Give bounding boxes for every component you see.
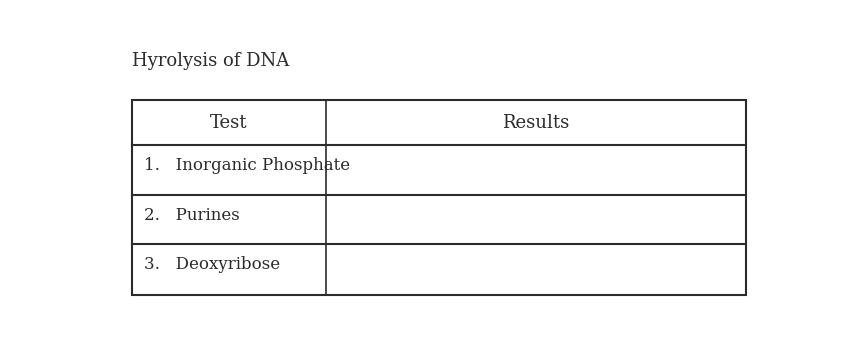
Text: 1.   Inorganic Phosphate: 1. Inorganic Phosphate — [144, 157, 351, 174]
Text: 3.   Deoxyribose: 3. Deoxyribose — [144, 256, 280, 273]
Text: Results: Results — [502, 114, 570, 132]
Text: 2.   Purines: 2. Purines — [144, 207, 240, 224]
Text: Test: Test — [210, 114, 248, 132]
Bar — [132, 100, 746, 295]
Text: Hyrolysis of DNA: Hyrolysis of DNA — [132, 52, 290, 70]
